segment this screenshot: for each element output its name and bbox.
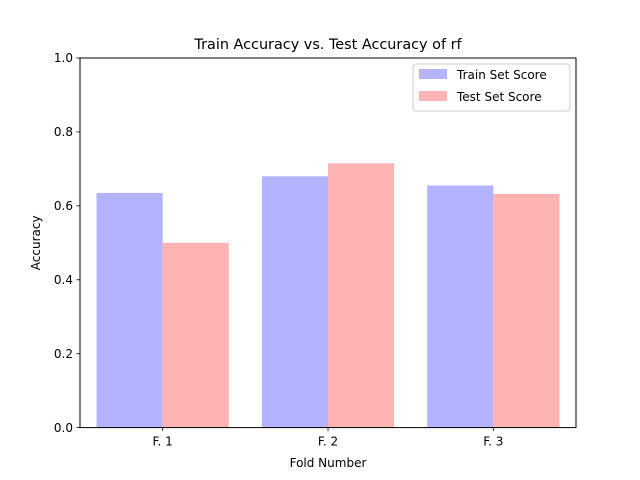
bar-train-2 bbox=[261, 176, 328, 428]
y-tick-label: 0.0 bbox=[54, 421, 73, 435]
y-tick-label: 0.8 bbox=[54, 125, 73, 139]
y-axis: 0.0 0.2 0.4 0.6 0.8 1.0 bbox=[54, 51, 80, 435]
legend-swatch-test bbox=[419, 91, 447, 101]
bars-group bbox=[96, 163, 560, 428]
bar-test-1 bbox=[162, 242, 229, 428]
x-tick-label: F. 2 bbox=[318, 435, 338, 449]
bar-train-3 bbox=[427, 185, 494, 428]
legend: Train Set Score Test Set Score bbox=[412, 63, 571, 112]
bar-train-1 bbox=[96, 192, 163, 428]
legend-label-test: Test Set Score bbox=[456, 90, 542, 104]
y-tick-label: 0.2 bbox=[54, 347, 73, 361]
x-axis-label: Fold Number bbox=[290, 456, 367, 470]
y-tick-label: 1.0 bbox=[54, 51, 73, 65]
bar-test-2 bbox=[328, 163, 395, 428]
legend-swatch-train bbox=[419, 69, 447, 79]
y-tick-label: 0.6 bbox=[54, 199, 73, 213]
chart-title: Train Accuracy vs. Test Accuracy of rf bbox=[193, 37, 462, 53]
y-tick-label: 0.4 bbox=[54, 273, 73, 287]
x-axis: F. 1 F. 2 F. 3 bbox=[153, 427, 503, 449]
y-axis-label: Accuracy bbox=[29, 215, 43, 270]
bar-test-3 bbox=[493, 194, 560, 428]
x-tick-label: F. 1 bbox=[153, 435, 173, 449]
legend-box bbox=[412, 63, 571, 112]
x-tick-label: F. 3 bbox=[483, 435, 503, 449]
legend-label-train: Train Set Score bbox=[456, 68, 547, 82]
